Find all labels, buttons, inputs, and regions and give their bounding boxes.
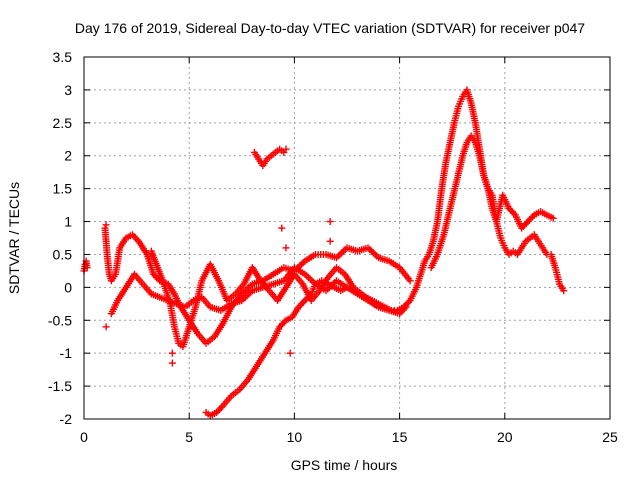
data-point-spikes [168, 359, 176, 367]
x-tick-label: 25 [602, 429, 618, 445]
x-tick-label: 15 [392, 429, 408, 445]
data-point-descent [298, 300, 306, 308]
y-tick-label: 2.5 [53, 115, 73, 131]
x-tick-label: 20 [497, 429, 513, 445]
x-tick-label: 10 [287, 429, 303, 445]
gridlines [84, 57, 610, 419]
x-tick-label: 0 [80, 429, 88, 445]
data-point-start [83, 264, 91, 272]
data-points [80, 86, 568, 420]
data-point-second-peak [521, 221, 529, 229]
data-point-trace-a [130, 232, 138, 240]
data-point-second-peak [527, 214, 535, 222]
data-point-second-peak [526, 216, 534, 224]
y-tick-label: 3.5 [53, 49, 73, 65]
y-tick-label: -1 [60, 345, 73, 361]
data-point-descent [217, 403, 225, 411]
data-point-spikes [326, 237, 334, 245]
data-point-spikes [168, 349, 176, 357]
axis-ticks: 0 5 10 15 20 25 -2 -1.5 -1 -0.5 0 0.5 1 1.5 2 2.5 3 3.5 [48, 49, 618, 445]
data-point-second-peak [508, 208, 516, 216]
y-axis-label: SDTVAR / TECUs [6, 182, 22, 294]
y-tick-label: 3 [64, 82, 72, 98]
data-point-trace-a [406, 277, 414, 285]
data-point-descent [560, 287, 568, 295]
plot-frame [83, 56, 611, 420]
y-tick-label: -0.5 [48, 312, 72, 328]
y-tick-label: 1 [64, 214, 72, 230]
data-point-descent [299, 298, 307, 306]
data-point-island [282, 145, 290, 153]
y-tick-label: 1.5 [53, 181, 73, 197]
y-tick-label: -1.5 [48, 378, 72, 394]
y-tick-label: -2 [60, 411, 73, 427]
data-point-spikes [286, 349, 294, 357]
x-axis-label: GPS time / hours [291, 457, 398, 473]
data-point-spikes [278, 224, 286, 232]
data-point-descent [279, 320, 287, 328]
data-point-spikes [102, 237, 110, 245]
data-point-spikes [282, 244, 290, 252]
data-point-second-peak [524, 218, 532, 226]
data-point-spikes [102, 323, 110, 331]
data-point-spikes [326, 218, 334, 226]
x-tick-label: 5 [185, 429, 193, 445]
y-tick-label: 0 [64, 279, 72, 295]
y-tick-label: 2 [64, 148, 72, 164]
data-point-spikes [102, 221, 110, 229]
data-point-second-peak [549, 214, 557, 222]
y-tick-label: 0.5 [53, 246, 73, 262]
chart-title: Day 176 of 2019, Sidereal Day-to-day VTE… [75, 20, 585, 36]
data-point-descent [216, 405, 224, 413]
